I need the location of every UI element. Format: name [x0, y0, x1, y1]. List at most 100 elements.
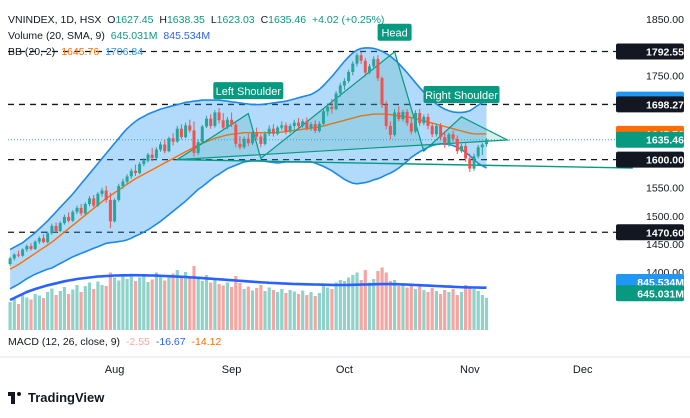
candle-body-10: [50, 225, 54, 234]
candle-body-34: [150, 154, 154, 158]
volume-bar-62: [267, 287, 271, 330]
price-axis: 1400.001450.001500.001550.001600.001650.…: [616, 14, 684, 302]
macd-indicator-label: MACD (12, 26, close, 9): [8, 336, 121, 348]
volume-legend[interactable]: Volume (20, SMA, 9) 645.031M 845.534M: [8, 30, 213, 43]
volume-bar-63: [271, 290, 275, 330]
candle-body-4: [25, 246, 29, 250]
pattern-labels: Left Shoulder Head Right Shoulder: [213, 23, 500, 103]
volume-bar-66: [284, 293, 288, 330]
volume-bar-87: [372, 279, 376, 330]
volume-bar-43: [188, 278, 192, 330]
tradingview-watermark[interactable]: TradingView: [8, 390, 104, 405]
volume-bar-98: [418, 286, 422, 330]
time-axis: Aug Sep Oct Nov Dec: [0, 356, 690, 376]
volume-bars: [8, 266, 489, 331]
symbol-title: VNINDEX, 1D, HSX: [8, 14, 102, 26]
volume-bar-60: [259, 285, 263, 330]
candle-body-82: [351, 63, 355, 72]
candle-body-0: [8, 258, 12, 264]
volume-bar-78: [334, 282, 338, 330]
candle-body-22: [100, 190, 104, 194]
candle-body-68: [292, 122, 296, 126]
open-value: 1627.45: [115, 14, 154, 26]
change-value: +4.02 (+0.25%): [312, 14, 385, 26]
ohlc-legend: VNINDEX, 1D, HSX O1627.45 H1638.35 L1623…: [8, 14, 385, 26]
high-value: 1638.35: [166, 14, 205, 26]
candle-body-89: [380, 78, 384, 105]
bb-band-fill: [10, 47, 487, 289]
candle-body-31: [138, 164, 142, 174]
candle-body-60: [259, 136, 263, 144]
volume-bar-44: [192, 266, 196, 330]
time-tick-aug: Aug: [105, 364, 125, 376]
volume-bar-79: [338, 280, 342, 330]
left-shoulder-label: Left Shoulder: [216, 86, 282, 98]
volume-bar-8: [41, 298, 46, 330]
volume-bar-56: [242, 289, 246, 330]
volume-bar-104: [443, 290, 447, 330]
horizontal-levels: [8, 50, 616, 233]
candle-body-78: [334, 93, 338, 110]
volume-bar-58: [250, 290, 255, 330]
volume-bar-15: [71, 289, 75, 330]
candle-body-42: [184, 125, 188, 138]
candle-body-64: [276, 127, 280, 134]
volume-bar-13: [62, 287, 66, 330]
price-tick-2: 1500.00: [646, 211, 684, 223]
candle-body-6: [33, 241, 37, 249]
bb-legend[interactable]: BB (20, 2) 1645.76 1706.84: [8, 46, 146, 59]
candle-body-108: [460, 146, 463, 152]
macd-legend[interactable]: MACD (12, 26, close, 9) -2.55 -16.67 -14…: [8, 336, 224, 349]
volume-bar-67: [288, 290, 292, 330]
bb-upper-line: [9, 47, 487, 251]
candle-body-47: [205, 118, 208, 127]
candle-body-95: [405, 111, 409, 124]
volume-bar-25: [113, 277, 117, 330]
volume-bar-89: [380, 267, 384, 330]
candle-body-18: [83, 204, 87, 214]
volume-bar-64: [276, 292, 280, 330]
candle-body-38: [167, 138, 171, 152]
volume-bar-23: [104, 286, 108, 330]
volume-indicator-label: Volume (20, SMA, 9): [8, 30, 105, 42]
volume-bar-7: [37, 295, 41, 330]
volume-bar-11: [54, 295, 58, 330]
candle-body-20: [92, 198, 96, 206]
candle-body-40: [175, 128, 179, 142]
price-tag-bg-0: [616, 43, 684, 60]
volume-bar-68: [292, 291, 296, 330]
volume-bar-38: [167, 277, 171, 330]
candle-body-25: [113, 200, 117, 222]
volume-bar-95: [405, 287, 409, 330]
volume-bar-94: [401, 284, 405, 330]
volume-bar-18: [83, 286, 87, 330]
volume-bar-12: [58, 291, 62, 330]
candle-body-2: [16, 254, 20, 256]
candle-body-87: [372, 59, 376, 67]
price-tag-0: 1792.55: [646, 47, 684, 59]
candle-body-51: [221, 120, 225, 128]
volume-bar-40: [175, 270, 179, 330]
volume-bar-37: [163, 280, 167, 330]
volume-bar-71: [305, 295, 309, 330]
left-shoulder-label-bg: [213, 82, 284, 100]
candle-body-57: [246, 138, 250, 144]
volume-bar-36: [159, 276, 163, 330]
volume-bar-5: [29, 299, 33, 330]
candle-body-27: [121, 181, 125, 186]
volume-bar-114: [484, 297, 489, 331]
candle-body-101: [430, 125, 434, 135]
volume-bar-48: [209, 282, 213, 330]
volume-bar-92: [393, 280, 397, 330]
volume-bar-28: [125, 279, 129, 330]
tradingview-logo-icon: [8, 391, 24, 404]
candles: [8, 51, 488, 266]
candle-body-32: [142, 160, 146, 165]
candle-body-66: [284, 125, 288, 132]
price-tick-9: 1850.00: [646, 14, 684, 26]
candle-body-61: [263, 133, 267, 144]
volume-bar-42: [184, 272, 188, 330]
volume-bar-91: [388, 281, 392, 330]
